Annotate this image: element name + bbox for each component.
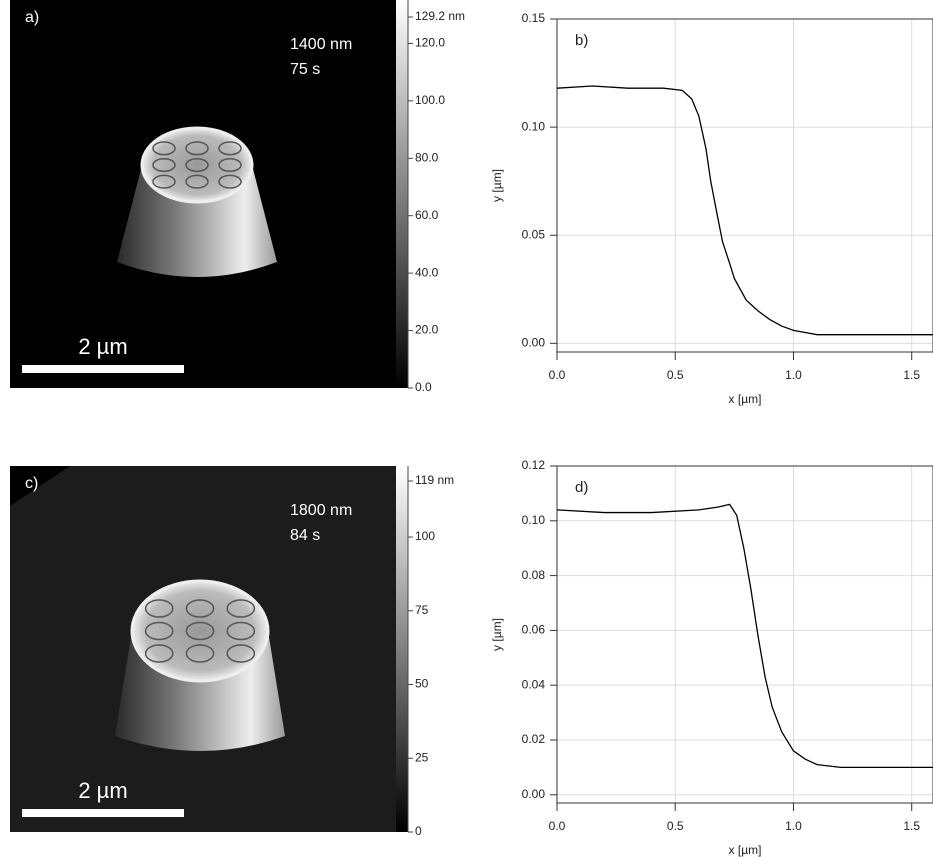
colorbar-tick-label: 50 <box>415 677 429 691</box>
y-tick-label: 0.15 <box>522 11 546 25</box>
colorbar-tick-label: 120.0 <box>415 36 445 50</box>
annotation: 75 s <box>290 61 320 78</box>
colorbar-tick-label: 100 <box>415 529 435 543</box>
colorbar-tick-label: 60.0 <box>415 208 439 222</box>
top-texture <box>185 644 215 663</box>
annotation: 1400 nm <box>290 36 352 53</box>
colorbar-tick-label: 25 <box>415 750 429 764</box>
annotation: 1800 nm <box>290 502 352 519</box>
top-texture <box>144 644 174 663</box>
y-tick-label: 0.06 <box>522 623 546 637</box>
y-tick-label: 0.00 <box>522 787 546 801</box>
pillar-top <box>140 126 254 204</box>
x-axis-label: x [µm] <box>729 392 762 406</box>
top-texture <box>144 599 174 618</box>
top-texture <box>144 621 174 641</box>
y-tick-label: 0.02 <box>522 732 546 746</box>
scale-bar-label: 2 µm <box>78 334 127 359</box>
profile-line <box>557 503 933 769</box>
y-tick-label: 0.05 <box>522 227 546 241</box>
top-texture <box>218 141 242 156</box>
colorbar <box>396 466 408 832</box>
panel-label: c) <box>25 475 38 492</box>
profile-line <box>557 85 933 336</box>
colorbar-tick-label: 0.0 <box>415 380 432 394</box>
top-texture <box>185 174 209 189</box>
colorbar-tick-label: 119 nm <box>415 473 454 487</box>
top-texture <box>218 157 242 173</box>
top-texture <box>185 599 215 618</box>
pillar-top <box>130 579 270 683</box>
plot-frame <box>556 465 933 804</box>
top-texture <box>185 157 209 173</box>
x-axis-label: x [µm] <box>729 843 762 857</box>
annotation: 84 s <box>290 527 320 544</box>
pillar-wall <box>117 165 277 277</box>
top-texture <box>226 644 256 663</box>
y-tick-label: 0.00 <box>522 336 546 350</box>
top-texture <box>218 174 242 189</box>
plot-frame <box>556 18 933 353</box>
x-tick-label: 1.5 <box>903 819 920 833</box>
x-tick-label: 1.0 <box>785 368 802 382</box>
scale-bar <box>22 365 184 373</box>
x-tick-label: 1.0 <box>785 819 802 833</box>
scale-bar <box>22 809 184 817</box>
panel-label: a) <box>25 9 39 26</box>
y-axis-label: y [µm] <box>490 618 504 651</box>
colorbar-tick-label: 129.2 nm <box>415 9 465 23</box>
y-axis-label: y [µm] <box>490 169 504 202</box>
y-tick-label: 0.10 <box>522 513 546 527</box>
y-tick-label: 0.10 <box>522 119 546 133</box>
panel-label: d) <box>575 479 588 496</box>
top-texture <box>185 141 209 156</box>
top-texture <box>226 621 256 641</box>
top-texture <box>185 621 215 641</box>
y-tick-label: 0.12 <box>522 458 546 472</box>
x-tick-label: 0.0 <box>549 819 566 833</box>
colorbar-tick-label: 75 <box>415 603 429 617</box>
colorbar-tick-label: 80.0 <box>415 150 439 164</box>
scale-bar-label: 2 µm <box>78 778 127 803</box>
top-texture <box>152 174 176 189</box>
colorbar-tick-label: 100.0 <box>415 93 445 107</box>
panel-label: b) <box>575 32 588 49</box>
y-tick-label: 0.04 <box>522 677 546 691</box>
colorbar-tick-label: 0 <box>415 824 422 838</box>
x-tick-label: 0.0 <box>549 368 566 382</box>
top-texture <box>226 599 256 618</box>
colorbar <box>396 0 408 388</box>
colorbar-tick-label: 40.0 <box>415 265 439 279</box>
x-tick-label: 0.5 <box>667 368 684 382</box>
top-texture <box>152 141 176 156</box>
top-texture <box>152 157 176 173</box>
x-tick-label: 1.5 <box>903 368 920 382</box>
y-tick-label: 0.08 <box>522 568 546 582</box>
colorbar-tick-label: 20.0 <box>415 323 439 337</box>
x-tick-label: 0.5 <box>667 819 684 833</box>
